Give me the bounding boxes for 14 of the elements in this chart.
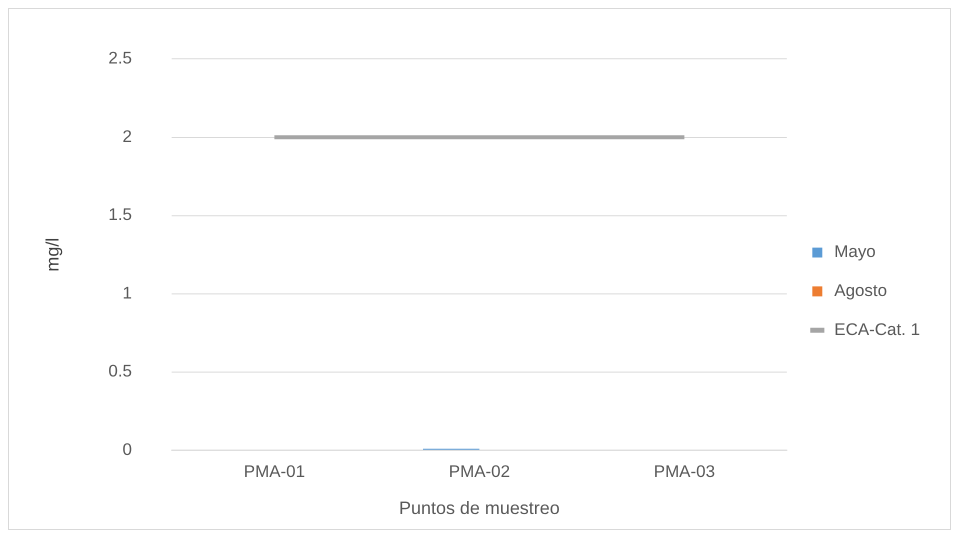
y-tick-label: 1.5 bbox=[108, 205, 132, 224]
x-axis-title: Puntos de muestreo bbox=[399, 498, 560, 518]
legend-label: ECA-Cat. 1 bbox=[834, 320, 920, 339]
y-tick-label: 2.5 bbox=[108, 48, 132, 68]
x-tick-label: PMA-03 bbox=[654, 462, 715, 482]
y-tick-label: 0 bbox=[122, 440, 132, 459]
x-tick-label: PMA-01 bbox=[244, 462, 306, 482]
y-tick-label: 1 bbox=[122, 283, 132, 302]
y-axis-title: mg/l bbox=[42, 238, 63, 272]
y-tick-label: 2 bbox=[122, 126, 132, 146]
y-tick-label: 0.5 bbox=[108, 362, 132, 381]
x-tick-label: PMA-02 bbox=[448, 462, 510, 482]
legend-label: Agosto bbox=[834, 281, 888, 300]
legend-label: Mayo bbox=[834, 242, 876, 262]
